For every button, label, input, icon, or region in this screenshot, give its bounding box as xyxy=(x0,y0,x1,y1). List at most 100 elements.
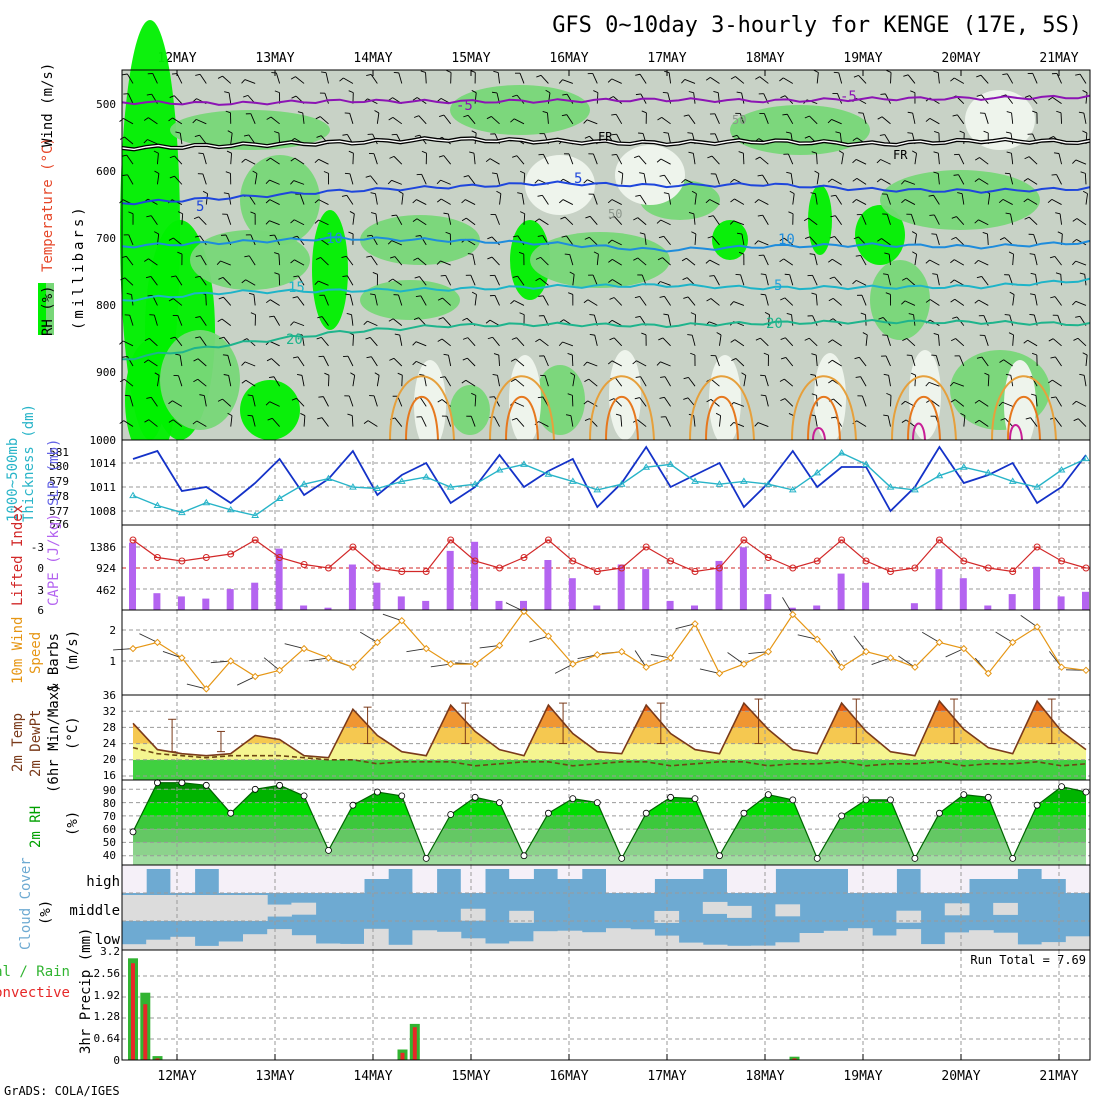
top-date-label: 18MAY xyxy=(745,51,784,66)
wind-barb-feather xyxy=(349,211,355,215)
wind-barb xyxy=(269,340,280,347)
wind-grid xyxy=(122,610,1090,695)
wind-barb-feather xyxy=(445,231,451,235)
cloud-high-cell xyxy=(194,865,220,869)
wind-barb-feather xyxy=(1006,151,1012,154)
wind-barb-feather xyxy=(154,170,160,174)
wind-barb-feather xyxy=(175,353,181,356)
wind-barb xyxy=(958,174,965,185)
wind-barb-feather xyxy=(269,234,275,237)
wind-barb-feather xyxy=(222,354,228,356)
thickness-marker xyxy=(1033,483,1042,490)
wind-barb xyxy=(127,93,134,104)
isotherm-line xyxy=(121,180,1091,206)
wind-barb xyxy=(958,154,965,165)
wind-barb-feather xyxy=(611,154,617,156)
wind-barb xyxy=(564,216,574,226)
wind-barb xyxy=(734,198,745,205)
wind-barb xyxy=(303,415,306,427)
wind-barb xyxy=(148,359,158,367)
wind-barb-feather xyxy=(195,336,201,339)
wind-barb-feather xyxy=(443,353,449,356)
thickness-marker xyxy=(593,485,602,493)
wind-barb-feather xyxy=(493,353,499,356)
wind-barb-feather xyxy=(691,231,697,235)
wind-barb xyxy=(763,113,769,124)
dry-column xyxy=(709,355,741,445)
wind-barb-feather xyxy=(925,299,931,303)
wind-speed-marker xyxy=(911,663,919,671)
cape-bar xyxy=(275,548,283,610)
wind-barb xyxy=(124,136,134,145)
wind-barb-feather xyxy=(811,151,817,154)
wind-barb xyxy=(230,153,232,165)
wind-barb xyxy=(391,240,402,246)
wind-barb-feather xyxy=(729,301,734,306)
wind-barb xyxy=(987,233,989,245)
thickness-marker xyxy=(1082,454,1090,462)
wind-barb xyxy=(861,295,867,306)
dry-pocket xyxy=(615,145,685,205)
thickness-marker xyxy=(495,466,504,473)
wind-barb-feather xyxy=(370,192,376,195)
wind-barb-feather xyxy=(1000,418,1006,421)
wind-barb xyxy=(735,76,745,84)
wind-barb-feather xyxy=(754,422,759,427)
wind-barb xyxy=(270,157,280,165)
wind-barb-feather xyxy=(389,357,395,361)
wind-barb-feather xyxy=(170,275,177,278)
wind-barb-feather xyxy=(1072,400,1077,405)
wind-barb xyxy=(351,314,354,326)
cloud-low-cell xyxy=(146,939,171,950)
wind-barb-feather xyxy=(688,212,694,215)
rh-marker xyxy=(740,809,748,817)
wind-barb xyxy=(127,356,134,367)
cape-tick-label: 924 xyxy=(96,562,116,575)
wind-barb xyxy=(978,399,989,407)
cloud-low-cell xyxy=(315,943,341,950)
cloud-middle-cell xyxy=(146,895,171,921)
wind-barb-feather xyxy=(908,313,914,316)
wind-barb xyxy=(979,157,989,165)
wind-barb xyxy=(392,318,403,326)
wind-barb xyxy=(467,357,476,367)
thickness-marker xyxy=(373,484,382,491)
wind-barb xyxy=(784,297,794,306)
wind-speed-marker xyxy=(984,669,992,678)
cloud-high-cell xyxy=(170,865,196,893)
wind-barb-feather xyxy=(511,337,517,340)
thickness-marker xyxy=(837,449,846,456)
wind-barb-feather xyxy=(560,216,566,220)
precip-total-bar xyxy=(152,1056,163,1060)
wind-barb-feather xyxy=(1072,159,1077,164)
wind-barb xyxy=(884,134,891,145)
top-date-label: 20MAY xyxy=(941,51,980,66)
thickness-marker xyxy=(740,477,748,484)
wind-barb xyxy=(937,173,940,185)
wind-barb xyxy=(861,214,867,225)
wind-barb xyxy=(587,400,598,407)
wind-barb xyxy=(612,258,622,266)
surface-barb xyxy=(382,613,402,622)
surface-barb xyxy=(236,676,256,686)
wind-speed-marker xyxy=(129,644,137,653)
slp-legend-label: SLP (mb) xyxy=(46,439,62,506)
wind-barb-feather xyxy=(363,420,369,424)
wind-barb xyxy=(611,78,622,84)
wind-barb-feather xyxy=(706,399,712,403)
wind-barb-feather xyxy=(760,293,766,296)
rh-marker xyxy=(862,796,870,804)
wind-barb-feather xyxy=(374,110,380,114)
wind-barb xyxy=(860,376,867,387)
wind-barb xyxy=(1085,193,1088,205)
wind-barb-feather xyxy=(1008,332,1014,336)
wind-barb xyxy=(1059,213,1063,225)
wind-barb xyxy=(176,73,183,84)
wind-barb-feather xyxy=(1048,379,1053,384)
wind-barb xyxy=(1054,356,1062,367)
wind-barb-feather xyxy=(126,292,132,295)
cloud-high-cell xyxy=(993,865,1018,879)
wind-barb xyxy=(244,361,256,367)
cloud-cover-panel: high middle low Cloud Cover (%) xyxy=(18,857,1091,950)
cape-bar xyxy=(397,596,405,610)
